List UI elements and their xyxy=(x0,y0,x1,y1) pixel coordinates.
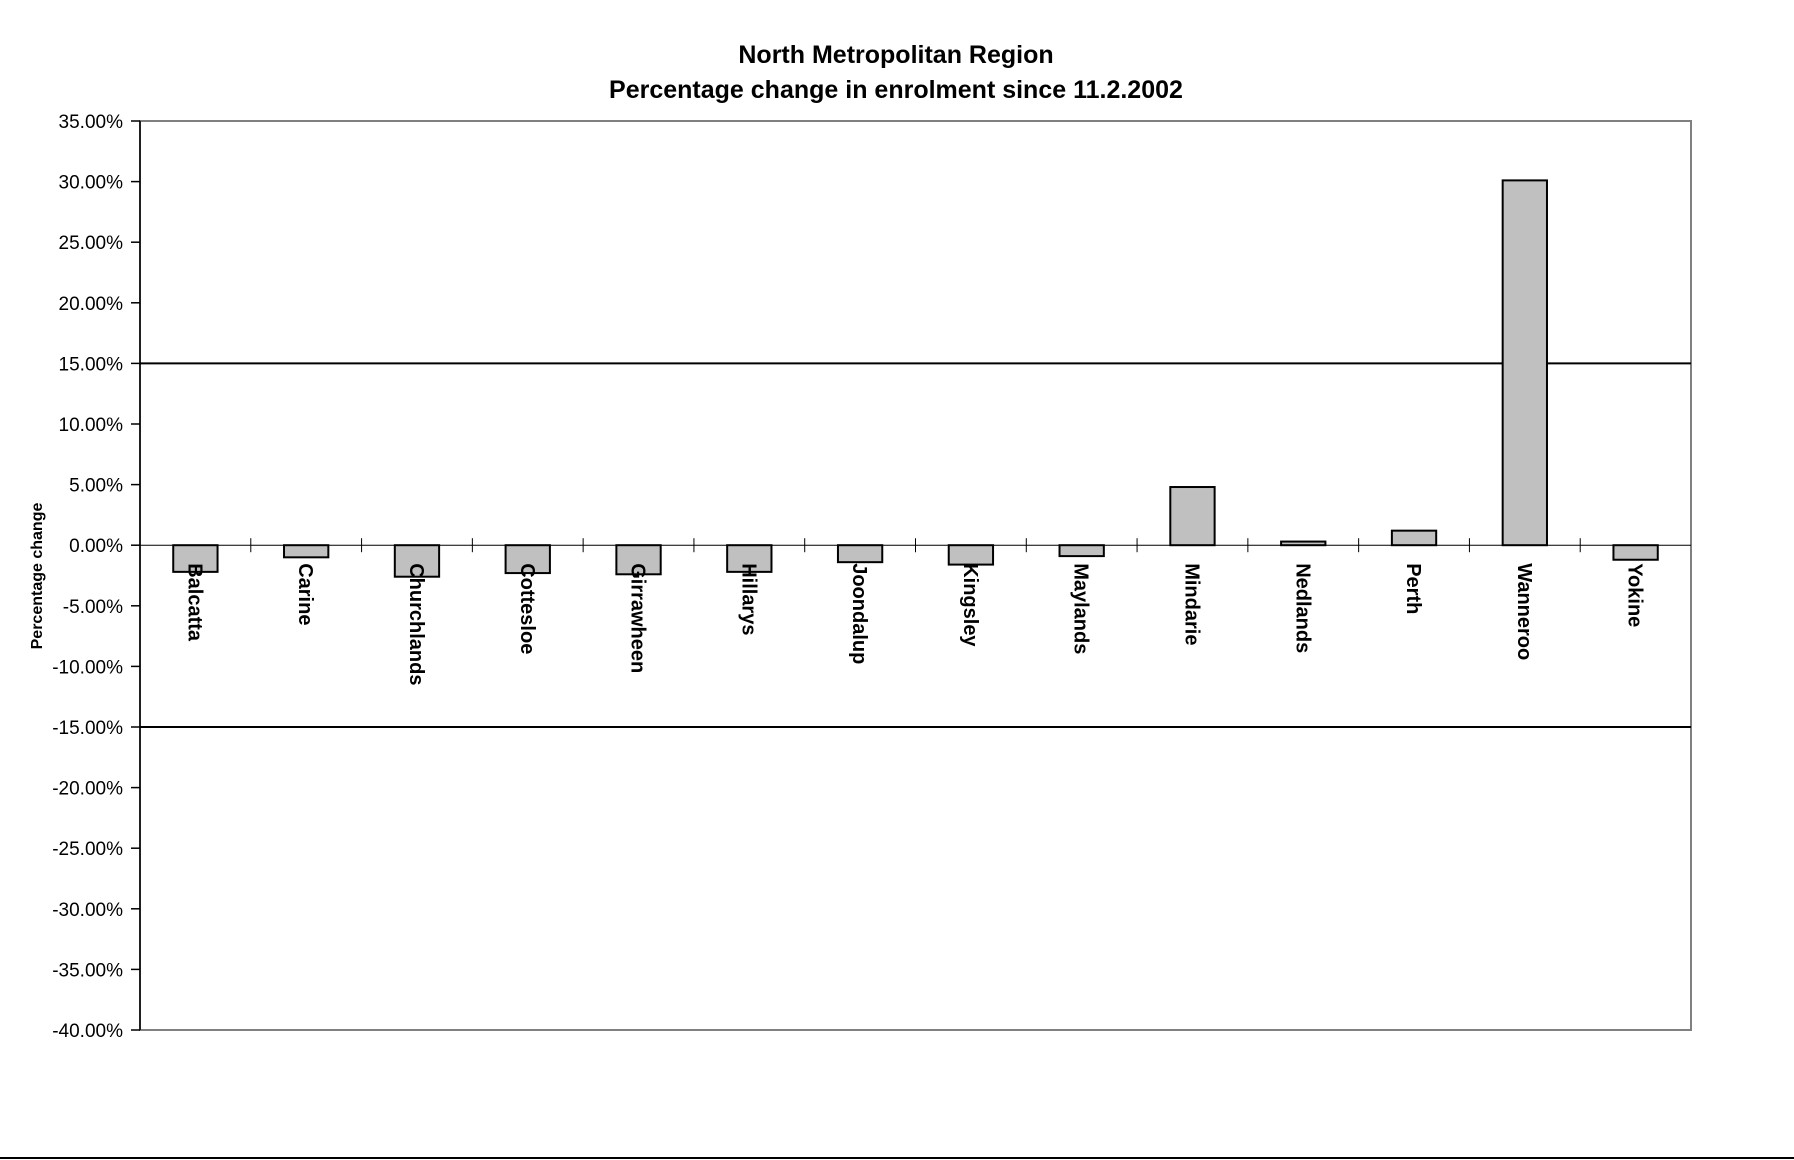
bar-carine xyxy=(283,544,330,559)
y-axis-label: Percentage change xyxy=(29,503,46,650)
bar-mindarie xyxy=(1169,486,1216,547)
bar-joondalup xyxy=(836,544,884,564)
y-tick-label: 20.00% xyxy=(59,294,124,315)
axes xyxy=(131,120,1691,1031)
chart-subtitle: Percentage change in enrolment since 11.… xyxy=(609,76,1183,104)
y-tick-label: 0.00% xyxy=(69,536,123,557)
category-label-wanneroo: Wanneroo xyxy=(1513,563,1535,660)
bar-wanneroo xyxy=(1501,179,1548,547)
y-tick-label: -20.00% xyxy=(52,779,123,800)
category-label-yokine: Yokine xyxy=(1624,563,1646,627)
category-label-hillarys: Hillarys xyxy=(737,563,759,635)
y-tick-label: 15.00% xyxy=(59,354,124,375)
category-label-mindarie: Mindarie xyxy=(1180,563,1202,645)
category-label-kingsley: Kingsley xyxy=(959,563,981,647)
chart-title: North Metropolitan Region xyxy=(738,41,1053,69)
category-label-churchlands: Churchlands xyxy=(405,563,427,685)
bar-yokine xyxy=(1612,544,1659,561)
y-tick-label: -30.00% xyxy=(52,900,123,921)
y-tick-label: 10.00% xyxy=(59,415,124,436)
bar-maylands xyxy=(1058,544,1105,558)
y-tick-label: 30.00% xyxy=(59,173,124,194)
category-label-maylands: Maylands xyxy=(1070,563,1092,654)
bar-cottesloe xyxy=(504,544,551,575)
y-tick-label: -5.00% xyxy=(63,597,123,618)
category-labels: Balcatta Carine Churchlands Cottesloe Girraw… xyxy=(183,563,1645,685)
bar-nedlands xyxy=(1280,540,1327,547)
y-tick-label: 5.00% xyxy=(69,476,123,497)
y-tick-label: -15.00% xyxy=(52,718,123,739)
y-tick-label: 35.00% xyxy=(59,112,124,133)
category-label-cottesloe: Cottesloe xyxy=(516,563,538,654)
y-tick-label: -10.00% xyxy=(52,657,123,678)
category-label-joondalup: Joondalup xyxy=(848,563,870,664)
y-tick-labels: 35.00% 30.00% 25.00% 20.00% 15.00% 10.00% 5.00… xyxy=(52,112,123,1042)
category-label-carine: Carine xyxy=(294,563,316,625)
y-tick-label: -40.00% xyxy=(52,1021,123,1042)
y-tick-label: -35.00% xyxy=(52,960,123,981)
category-label-girrawheen: Girrawheen xyxy=(627,563,649,673)
reference-lines xyxy=(140,362,1691,728)
bar-kingsley xyxy=(947,544,995,566)
category-label-perth: Perth xyxy=(1402,563,1424,614)
category-label-balcatta: Balcatta xyxy=(183,563,205,642)
bars xyxy=(172,179,1659,578)
y-tick-label: 25.00% xyxy=(59,233,124,254)
bar-balcatta xyxy=(172,544,219,573)
category-label-nedlands: Nedlands xyxy=(1291,563,1313,653)
y-tick-label: -25.00% xyxy=(52,839,123,860)
bar-perth xyxy=(1390,529,1438,547)
plot-area xyxy=(139,120,1692,1031)
bar-girrawheen xyxy=(615,544,662,576)
